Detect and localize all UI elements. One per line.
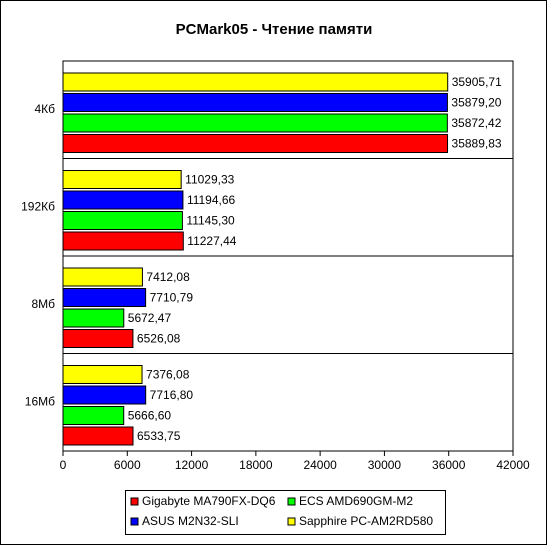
value-label-bg: [144, 270, 192, 284]
bar: [62, 426, 134, 446]
legend-swatch: [130, 497, 139, 506]
value-label-bg: [449, 95, 504, 110]
x-tick-label: 42000: [496, 458, 530, 472]
bar: [62, 134, 449, 153]
legend-label: Sapphire PC-AM2RD580: [299, 514, 433, 528]
value-label-bg: [134, 331, 183, 346]
value-label: 11227,44: [187, 234, 236, 248]
bar: [62, 288, 147, 307]
legend-label: ASUS M2N32-SLI: [142, 514, 239, 528]
bar: [62, 329, 134, 348]
value-label-bg: [125, 408, 174, 423]
y-tick-label: 8Мб: [31, 297, 55, 311]
bar: [62, 267, 143, 287]
value-label-bg: [135, 429, 183, 443]
bar: [62, 170, 182, 189]
value-label-bg: [147, 290, 196, 305]
bar: [62, 365, 143, 384]
x-tick-label: 24000: [303, 458, 337, 472]
bar: [62, 231, 184, 251]
legend-label: ECS AMD690GM-M2: [299, 494, 413, 508]
value-label: 35905,71: [452, 75, 502, 89]
bar: [62, 385, 147, 405]
x-tick-label: 0: [60, 458, 67, 472]
legend-swatch: [287, 517, 296, 526]
bar: [62, 113, 448, 133]
value-label: 7716,80: [150, 388, 194, 402]
value-label-bg: [183, 172, 237, 187]
value-label-bg: [147, 388, 196, 402]
bar: [62, 406, 125, 425]
value-label: 35872,42: [451, 116, 501, 130]
x-tick-label: 12000: [175, 458, 209, 472]
y-tick-label: 192Кб: [21, 199, 55, 213]
value-label-bg: [449, 136, 504, 151]
value-label: 35889,83: [452, 137, 502, 151]
value-label: 35879,20: [451, 96, 501, 110]
value-label: 11145,30: [186, 214, 235, 228]
bar: [62, 93, 448, 112]
legend-swatch: [130, 517, 139, 526]
value-label: 5672,47: [128, 311, 172, 325]
bar: [62, 308, 125, 328]
x-tick-label: 6000: [114, 458, 141, 472]
value-label: 11194,66: [187, 193, 236, 207]
legend: [125, 490, 446, 535]
value-label: 5666,60: [128, 409, 172, 423]
legend-label: Gigabyte MA790FX-DQ6: [142, 494, 276, 508]
value-label: 7376,08: [146, 368, 190, 382]
bar: [62, 72, 449, 92]
x-tick-label: 36000: [432, 458, 466, 472]
value-label-bg: [449, 75, 504, 89]
value-label: 6533,75: [137, 429, 181, 443]
value-label-bg: [125, 311, 174, 325]
legend-swatch: [287, 497, 296, 506]
value-label-bg: [185, 234, 239, 248]
value-label: 7710,79: [150, 291, 194, 305]
chart-title: PCMark05 - Чтение памяти: [176, 21, 373, 38]
value-label-bg: [449, 116, 504, 130]
bar: [62, 190, 184, 210]
x-tick-label: 18000: [239, 458, 273, 472]
bar: [62, 211, 183, 230]
y-tick-label: 4Кб: [34, 102, 55, 116]
value-label: 6526,08: [137, 332, 181, 346]
value-label: 7412,08: [146, 270, 190, 284]
value-label: 11029,33: [185, 173, 234, 187]
value-label-bg: [144, 367, 192, 382]
value-label-bg: [184, 193, 238, 207]
y-tick-label: 16Мб: [25, 394, 55, 408]
value-label-bg: [184, 213, 237, 228]
x-tick-label: 30000: [368, 458, 402, 472]
